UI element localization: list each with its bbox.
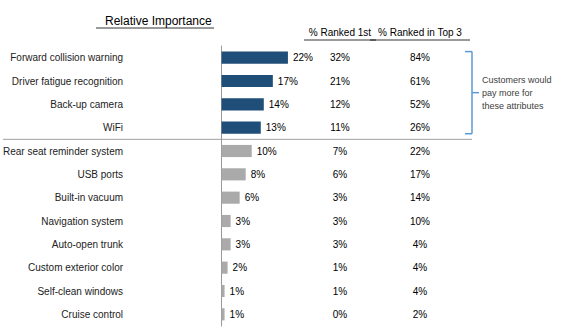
- svg-text:Auto-open trunk: Auto-open trunk: [52, 239, 124, 250]
- svg-text:12%: 12%: [330, 99, 350, 110]
- svg-text:Customers would: Customers would: [482, 75, 552, 85]
- svg-text:17%: 17%: [410, 169, 430, 180]
- svg-text:3%: 3%: [333, 239, 348, 250]
- svg-text:2%: 2%: [413, 309, 428, 320]
- svg-text:4%: 4%: [413, 286, 428, 297]
- svg-text:14%: 14%: [269, 99, 289, 110]
- svg-text:Back-up camera: Back-up camera: [50, 99, 123, 110]
- svg-text:3%: 3%: [236, 216, 251, 227]
- svg-text:6%: 6%: [245, 192, 260, 203]
- svg-text:10%: 10%: [410, 216, 430, 227]
- svg-text:3%: 3%: [236, 239, 251, 250]
- svg-text:Self-clean windows: Self-clean windows: [37, 286, 123, 297]
- svg-text:1%: 1%: [230, 286, 245, 297]
- svg-text:Rear seat reminder system: Rear seat reminder system: [3, 146, 123, 157]
- svg-text:Navigation system: Navigation system: [41, 216, 123, 227]
- svg-text:3%: 3%: [333, 216, 348, 227]
- svg-text:Forward collision warning: Forward collision warning: [10, 52, 123, 63]
- svg-text:4%: 4%: [413, 262, 428, 273]
- svg-text:these attributes: these attributes: [482, 101, 544, 111]
- svg-text:6%: 6%: [333, 169, 348, 180]
- svg-text:61%: 61%: [410, 76, 430, 87]
- svg-text:32%: 32%: [330, 52, 350, 63]
- svg-text:7%: 7%: [333, 146, 348, 157]
- svg-text:3%: 3%: [333, 192, 348, 203]
- svg-text:% Ranked in Top 3: % Ranked in Top 3: [378, 27, 462, 38]
- svg-text:22%: 22%: [293, 52, 313, 63]
- svg-text:1%: 1%: [333, 286, 348, 297]
- svg-text:Driver fatigue recognition: Driver fatigue recognition: [12, 76, 123, 87]
- svg-text:84%: 84%: [410, 52, 430, 63]
- svg-text:Cruise control: Cruise control: [61, 309, 123, 320]
- svg-text:10%: 10%: [257, 146, 277, 157]
- svg-text:1%: 1%: [230, 309, 245, 320]
- svg-text:pay more for: pay more for: [482, 88, 533, 98]
- svg-text:Relative Importance: Relative Importance: [105, 14, 212, 28]
- svg-text:26%: 26%: [410, 122, 430, 133]
- svg-text:WiFi: WiFi: [103, 122, 123, 133]
- svg-text:% Ranked 1st: % Ranked 1st: [309, 27, 371, 38]
- svg-text:22%: 22%: [410, 146, 430, 157]
- svg-text:17%: 17%: [278, 76, 298, 87]
- svg-text:Custom exterior color: Custom exterior color: [28, 262, 124, 273]
- svg-text:8%: 8%: [251, 169, 266, 180]
- svg-text:2%: 2%: [233, 262, 248, 273]
- svg-text:1%: 1%: [333, 262, 348, 273]
- svg-text:11%: 11%: [330, 122, 349, 133]
- svg-text:13%: 13%: [266, 122, 286, 133]
- svg-text:0%: 0%: [333, 309, 348, 320]
- svg-text:Built-in vacuum: Built-in vacuum: [55, 192, 123, 203]
- svg-text:USB ports: USB ports: [77, 169, 123, 180]
- svg-text:4%: 4%: [413, 239, 428, 250]
- svg-text:14%: 14%: [410, 192, 430, 203]
- svg-text:52%: 52%: [410, 99, 430, 110]
- svg-text:21%: 21%: [330, 76, 350, 87]
